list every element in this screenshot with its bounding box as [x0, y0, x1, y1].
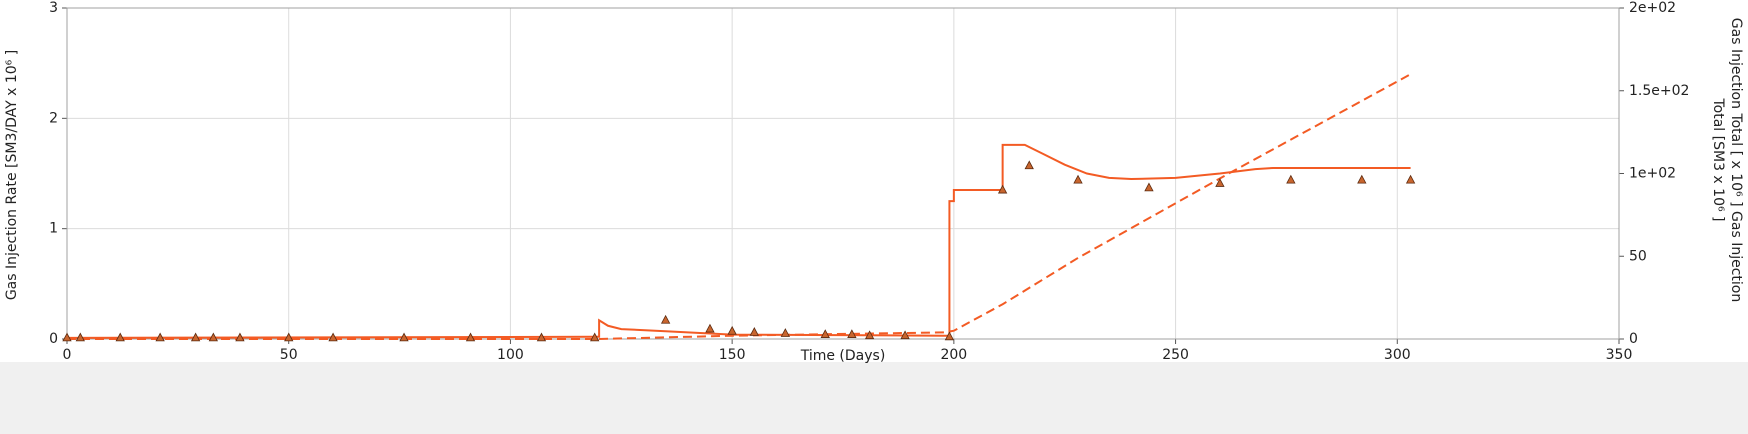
observed-point — [328, 332, 338, 342]
observed-point — [536, 332, 547, 342]
y-tick-label: 1 — [49, 221, 58, 237]
observed-point — [705, 323, 715, 333]
x-axis-title: Time (Days) — [800, 348, 886, 364]
observed-point — [1286, 174, 1296, 184]
observed-point — [1357, 174, 1367, 184]
x-tick-label: 50 — [280, 347, 298, 363]
observed-point — [1024, 160, 1034, 170]
observed-point — [1215, 178, 1225, 187]
observed-point — [190, 332, 201, 342]
observed-point — [235, 332, 245, 342]
y-tick-label: 3 — [49, 0, 58, 16]
observed-point — [727, 325, 737, 335]
y2-axis-title: Gas Injection Total [ x 10⁶ ] Gas Inject… — [1728, 18, 1744, 302]
observed-point — [900, 330, 910, 340]
total-line — [67, 73, 1412, 340]
x-tick-label: 300 — [1384, 347, 1411, 363]
observed-point — [465, 332, 476, 342]
observed-point — [155, 332, 165, 342]
y2-tick-label: 1e+02 — [1629, 166, 1676, 182]
y2-axis-title: Total [SM3 x 10⁶ ] — [1710, 97, 1726, 221]
observed-point — [1073, 174, 1083, 184]
x-tick-label: 150 — [719, 347, 746, 363]
y2-tick-label: 50 — [1629, 248, 1647, 264]
observed-point — [75, 332, 85, 342]
observed-point — [820, 329, 830, 338]
y2-tick-label: 1.5e+02 — [1629, 83, 1689, 99]
observed-point — [115, 332, 125, 342]
observed-point — [1144, 182, 1154, 192]
y2-tick-label: 0 — [1629, 331, 1638, 347]
observed-point — [284, 332, 294, 342]
status-band — [0, 362, 1748, 434]
y2-tick-label: 2e+02 — [1629, 0, 1676, 16]
x-tick-label: 250 — [1162, 347, 1189, 363]
observed-point — [590, 332, 600, 342]
observed-point — [864, 330, 875, 340]
observed-point — [208, 332, 218, 342]
observed-point — [997, 184, 1008, 194]
y-axis-title: Gas Injection Rate [SM3/DAY x 10⁶ ] — [4, 50, 20, 300]
x-tick-label: 100 — [497, 347, 524, 363]
x-tick-label: 200 — [940, 347, 967, 363]
observed-point — [944, 331, 955, 341]
observed-point — [780, 328, 791, 337]
y-tick-label: 2 — [49, 110, 58, 126]
plot-frame — [66, 7, 1620, 340]
x-tick-label: 0 — [63, 347, 72, 363]
observed-point — [399, 332, 409, 342]
observed-point — [62, 332, 72, 342]
observed-point — [847, 329, 857, 338]
x-tick-label: 350 — [1606, 347, 1633, 363]
observed-point — [660, 314, 671, 324]
observed-point — [749, 327, 759, 336]
y-tick-label: 0 — [49, 331, 58, 347]
rate-line — [66, 143, 1411, 339]
observed-point — [1405, 174, 1416, 184]
